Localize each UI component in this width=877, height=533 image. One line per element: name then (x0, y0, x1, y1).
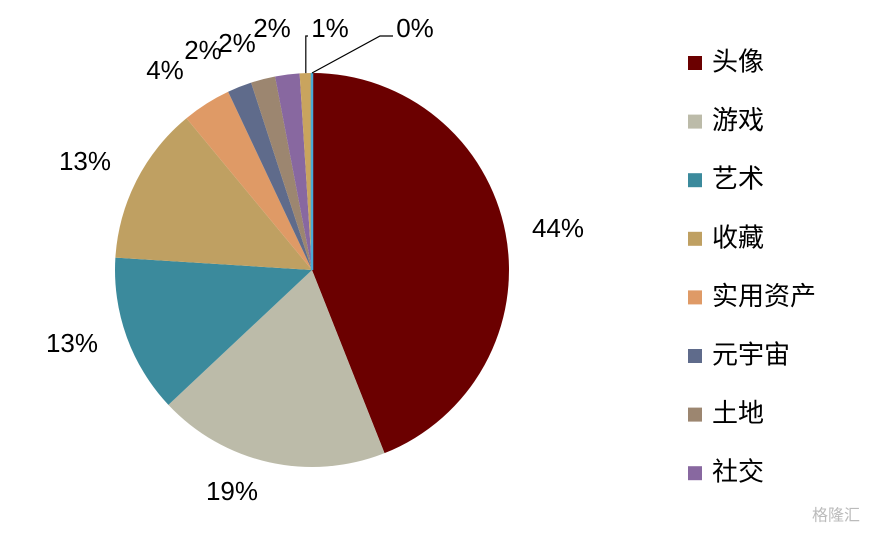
leader-line (311, 35, 393, 74)
data-label: 4% (146, 55, 184, 85)
pie-slice (168, 270, 385, 467)
watermark: 格隆汇 (812, 506, 860, 525)
pie-slice (251, 76, 312, 270)
legend-label: 收藏 (712, 223, 764, 253)
pie-slice (114, 257, 312, 405)
legend-swatch (688, 466, 702, 481)
legend-label: 社交 (712, 458, 764, 488)
pie-slice (186, 91, 312, 270)
pie-slice (115, 118, 312, 270)
legend-swatch (688, 290, 702, 305)
data-label: 13% (46, 328, 98, 358)
data-label: 2% (184, 35, 222, 65)
legend-label: 实用资产 (712, 282, 816, 312)
data-label: 13% (59, 146, 111, 176)
pie-slice (299, 73, 312, 270)
pie-slice (275, 73, 312, 270)
leader-line (305, 35, 308, 74)
legend-swatch (688, 114, 702, 129)
legend-swatch (688, 407, 702, 422)
legend-swatch (688, 349, 702, 363)
legend-label: 游戏 (712, 106, 764, 136)
legend-label: 元宇宙 (712, 341, 790, 371)
legend-label: 艺术 (712, 165, 764, 195)
legend-swatch (688, 231, 702, 246)
legend-swatch (688, 56, 702, 70)
pie-slice (228, 82, 312, 270)
data-label: 44% (532, 213, 584, 243)
data-label: 0% (396, 13, 434, 43)
pie-slice (312, 73, 509, 454)
data-label: 1% (311, 13, 349, 43)
legend-label: 土地 (712, 399, 764, 429)
data-label: 2% (218, 28, 256, 58)
data-label: 2% (253, 13, 291, 43)
data-label: 19% (206, 476, 258, 506)
legend-label: 头像 (712, 48, 764, 78)
legend-swatch (688, 173, 702, 188)
